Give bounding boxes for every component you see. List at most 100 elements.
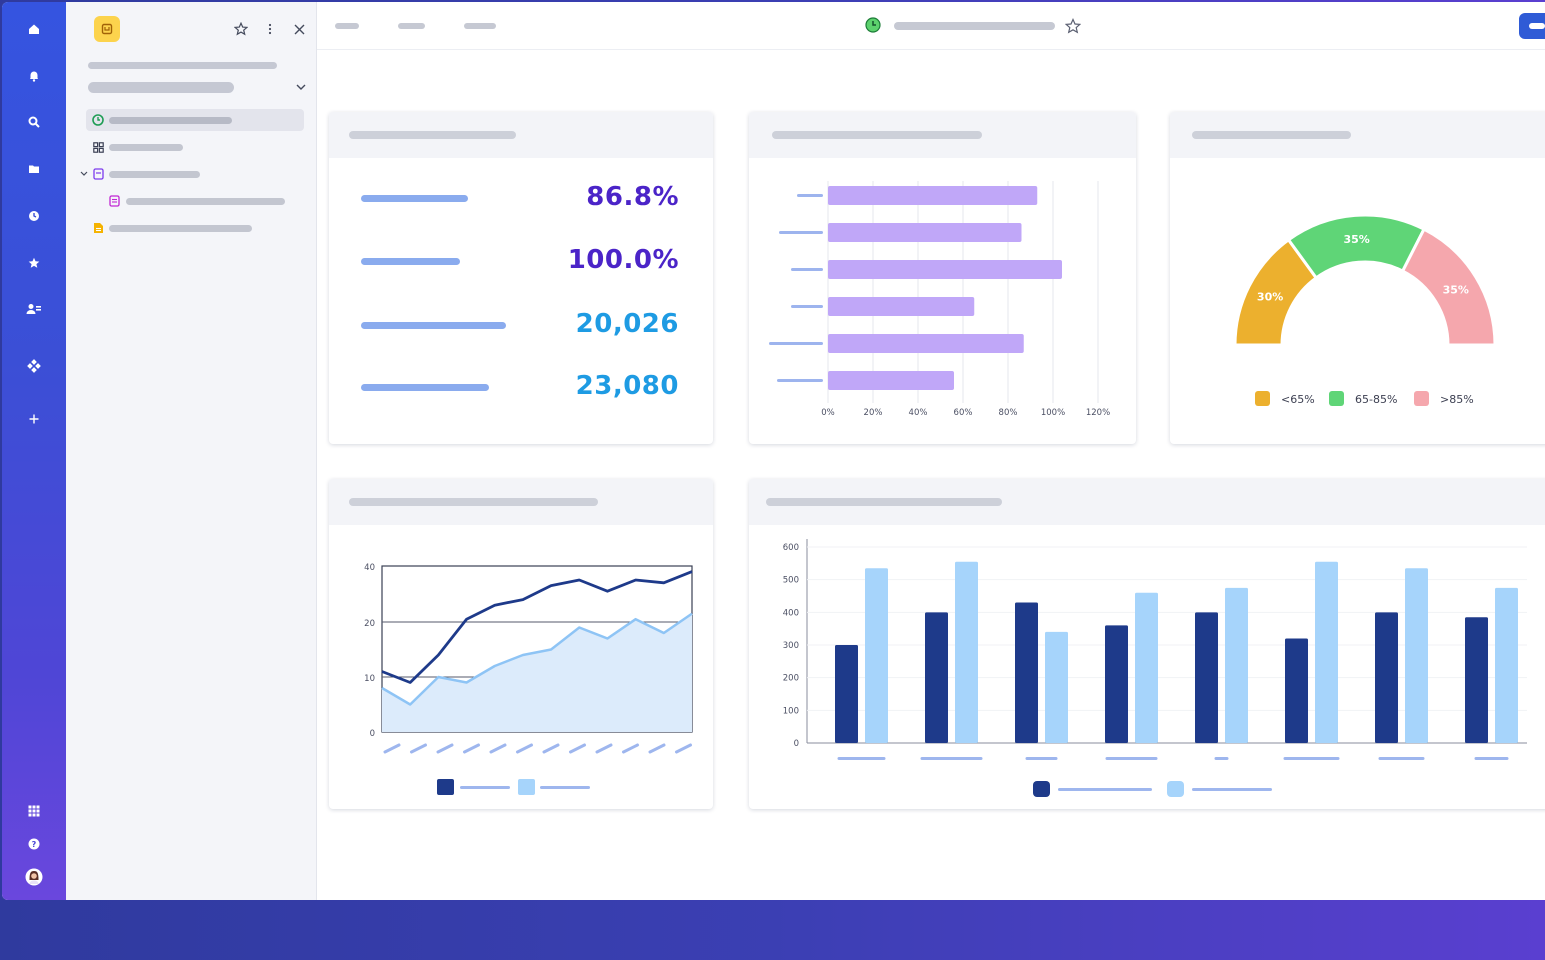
kpi-value: 20,026 — [575, 309, 679, 339]
integrations-icon[interactable] — [24, 356, 44, 376]
favorite-star-icon[interactable] — [232, 20, 250, 38]
gauge-chart: 30% 35% 35% <65% 65-85% >85% — [1233, 213, 1497, 406]
home-icon[interactable] — [24, 19, 44, 39]
bar — [828, 186, 1038, 205]
bar — [955, 561, 978, 743]
plus-icon[interactable] — [24, 409, 44, 429]
kpi-row: 86.8% — [361, 178, 679, 218]
sidebar-item-doc-folder[interactable] — [80, 163, 304, 185]
y-tick-label: 40 — [364, 563, 375, 573]
category-label — [791, 268, 823, 271]
category-label — [779, 231, 823, 234]
x-tick-label: 20% — [864, 408, 883, 418]
legend-label — [540, 786, 590, 789]
y-tick-label: 500 — [783, 576, 799, 586]
x-tick-label — [1025, 757, 1058, 760]
page-title-bar — [894, 22, 1055, 30]
x-tick-label — [569, 743, 586, 754]
x-tick-label — [436, 743, 454, 754]
card-header — [749, 112, 1136, 158]
apps-grid-icon[interactable] — [24, 801, 44, 821]
icon-rail: ? — [2, 2, 66, 900]
card-header — [749, 479, 1545, 525]
x-tick-label — [410, 743, 427, 754]
kpi-value: 100.0% — [567, 245, 679, 275]
kpi-label-bar — [361, 384, 489, 391]
bar — [835, 645, 858, 743]
bar — [828, 260, 1062, 279]
kpi-label-bar — [361, 258, 460, 265]
kpi-row: 23,080 — [361, 367, 679, 407]
card-header — [329, 479, 713, 525]
workspace-logo[interactable] — [94, 16, 120, 42]
chevron-down-icon[interactable] — [292, 78, 310, 96]
dashboard-icon — [865, 17, 881, 33]
category-label — [791, 305, 823, 308]
bar — [1375, 612, 1398, 743]
sidebar-item-label — [109, 225, 252, 232]
chevron-down-icon[interactable] — [78, 168, 90, 180]
x-tick-label — [516, 743, 533, 754]
app-window: ? — [2, 2, 1545, 900]
close-icon[interactable] — [290, 20, 308, 38]
form-icon — [108, 195, 120, 207]
grid-icon — [92, 141, 104, 153]
sidebar-item-form[interactable] — [86, 190, 304, 212]
bar — [925, 612, 948, 743]
more-options-icon[interactable] — [261, 20, 279, 38]
x-tick-label — [622, 743, 639, 754]
x-tick-label: 100% — [1041, 408, 1065, 418]
bar — [1135, 592, 1158, 743]
team-icon[interactable] — [24, 299, 44, 319]
sidebar-item-label — [126, 198, 285, 205]
series-line — [381, 570, 693, 684]
tab-3[interactable] — [464, 23, 496, 29]
folder-icon[interactable] — [24, 159, 44, 179]
card-title-bar — [349, 498, 598, 506]
tab-2[interactable] — [398, 23, 425, 29]
star-icon[interactable] — [24, 253, 44, 273]
legend-label: <65% — [1281, 393, 1315, 406]
favorite-star-icon[interactable] — [1064, 18, 1082, 34]
bar — [1015, 602, 1038, 743]
search-icon[interactable] — [24, 112, 44, 132]
tab-1[interactable] — [335, 23, 359, 29]
grouped-bar-chart: 0 100 200 300 400 500 600 — [783, 539, 1527, 797]
gauge-card: 30% 35% 35% <65% 65-85% >85% — [1170, 112, 1545, 444]
y-tick-label: 10 — [364, 674, 375, 684]
x-tick-label — [1283, 757, 1340, 760]
top-bar — [317, 2, 1545, 50]
x-tick-label — [1378, 757, 1425, 760]
category-label — [769, 342, 823, 345]
y-tick-label: 200 — [783, 674, 799, 684]
bell-icon[interactable] — [24, 66, 44, 86]
x-tick-label — [383, 743, 401, 754]
x-tick-label: 40% — [909, 408, 928, 418]
bar — [1465, 617, 1488, 743]
kpi-row: 100.0% — [361, 241, 679, 281]
horizontal-bar-chart: 0% 20% 40% 60% 80% 100% 120% — [769, 181, 1110, 418]
y-tick-label: 300 — [783, 641, 799, 651]
sidebar-item-grid[interactable] — [86, 136, 304, 158]
bar — [1405, 568, 1428, 743]
clock-icon[interactable] — [24, 206, 44, 226]
help-icon[interactable]: ? — [24, 834, 44, 854]
legend-swatch — [1255, 391, 1270, 406]
x-tick-label: 0% — [821, 408, 835, 418]
bar — [1045, 631, 1068, 743]
y-tick-label: 400 — [783, 608, 799, 618]
avatar[interactable] — [24, 867, 44, 887]
category-label — [777, 379, 823, 382]
sidebar-item-dashboard[interactable] — [86, 109, 304, 131]
gauge-slice — [1400, 227, 1497, 347]
sidebar-item-file[interactable] — [86, 217, 304, 239]
line-chart: 0 10 20 40 — [364, 563, 693, 795]
sidebar-item-label — [109, 171, 200, 178]
slice-label: 35% — [1443, 283, 1469, 296]
slice-label: 30% — [1257, 291, 1283, 304]
category-label — [797, 194, 823, 197]
y-tick-label: 0 — [794, 739, 799, 749]
share-button[interactable] — [1519, 13, 1545, 39]
sidebar-item-label — [109, 144, 183, 151]
horizontal-bar-card: 0% 20% 40% 60% 80% 100% 120% — [749, 112, 1136, 444]
